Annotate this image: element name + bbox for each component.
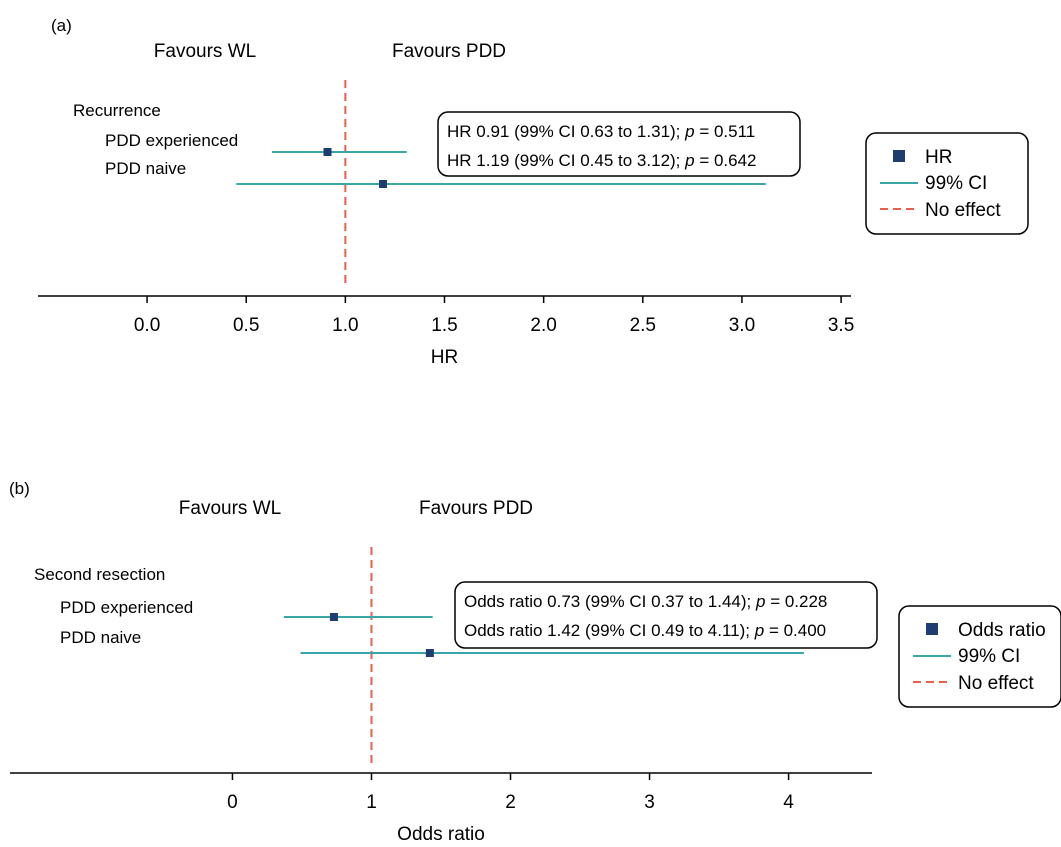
favours-right-label: Favours PDD (392, 41, 506, 62)
x-tick-label: 2.0 (530, 315, 556, 336)
annotation-text: Odds ratio 1.42 (99% CI 0.49 to 4.11); p… (464, 621, 826, 640)
row-label: PDD experienced (60, 598, 193, 617)
x-tick-label: 3.0 (729, 315, 755, 336)
x-tick-label: 2.5 (630, 315, 656, 336)
annotation-p-value: = 0.511 (695, 122, 756, 141)
annotation-text: Odds ratio 0.73 (99% CI 0.37 to 1.44); p… (464, 592, 827, 611)
annotation-estimate: HR 1.19 (99% CI 0.45 to 3.12); (447, 151, 685, 170)
x-tick-label: 2 (505, 792, 516, 813)
annotation-p-label: p (684, 122, 694, 141)
panel-label: (b) (9, 479, 30, 498)
annotation-estimate: HR 0.91 (99% CI 0.63 to 1.31); (447, 122, 685, 141)
legend-null-label: No effect (958, 673, 1034, 694)
legend-estimate-swatch (893, 150, 905, 162)
group-label: Recurrence (73, 101, 161, 120)
x-tick-label: 3.5 (828, 315, 854, 336)
favours-left-label: Favours WL (179, 498, 281, 519)
annotation-p-value: = 0.228 (765, 592, 827, 611)
x-tick-label: 1.0 (332, 315, 358, 336)
x-tick-label: 3 (644, 792, 655, 813)
legend-estimate-label: Odds ratio (958, 620, 1046, 641)
panel-label: (a) (51, 16, 72, 35)
annotation-estimate: Odds ratio 0.73 (99% CI 0.37 to 1.44); (464, 592, 756, 611)
panel-a: (a) Favours WL Favours PDD Recurrence PDD ex… (38, 16, 1029, 368)
annotation-box (454, 581, 878, 649)
estimate-marker (329, 613, 338, 621)
annotation-box (437, 111, 801, 177)
legend-ci-label: 99% CI (925, 173, 987, 194)
estimate-marker (425, 649, 434, 657)
annotation-p-value: = 0.400 (764, 621, 826, 640)
annotation-p-label: p (754, 621, 764, 640)
annotation-p-label: p (755, 592, 765, 611)
favours-right-label: Favours PDD (419, 498, 533, 519)
legend-estimate-swatch (926, 623, 938, 635)
x-tick-label: 1.5 (431, 315, 457, 336)
row-label: PDD experienced (105, 131, 238, 150)
estimate-marker (323, 148, 332, 156)
row-label: PDD naive (60, 628, 141, 647)
annotation-text: HR 0.91 (99% CI 0.63 to 1.31); p = 0.511 (447, 122, 755, 141)
legend-ci-label: 99% CI (958, 646, 1020, 667)
x-tick-label: 0.5 (233, 315, 259, 336)
x-tick-label: 1 (366, 792, 377, 813)
annotation-text: HR 1.19 (99% CI 0.45 to 3.12); p = 0.642 (447, 151, 757, 170)
estimate-marker (379, 180, 388, 188)
row-label: PDD naive (105, 159, 186, 178)
group-label: Second resection (34, 565, 165, 584)
annotation-estimate: Odds ratio 1.42 (99% CI 0.49 to 4.11); (464, 621, 755, 640)
panel-b: (b) Favours WL Favours PDD Second resection… (9, 479, 1061, 845)
x-axis-label: HR (431, 347, 458, 368)
legend-null-label: No effect (925, 200, 1001, 221)
x-tick-label: 0 (227, 792, 238, 813)
annotation-p-label: p (684, 151, 694, 170)
x-axis-label: Odds ratio (397, 824, 485, 845)
x-tick-label: 4 (783, 792, 794, 813)
x-tick-label: 0.0 (134, 315, 160, 336)
legend-estimate-label: HR (925, 147, 952, 168)
favours-left-label: Favours WL (154, 41, 256, 62)
annotation-p-value: = 0.642 (695, 151, 757, 170)
